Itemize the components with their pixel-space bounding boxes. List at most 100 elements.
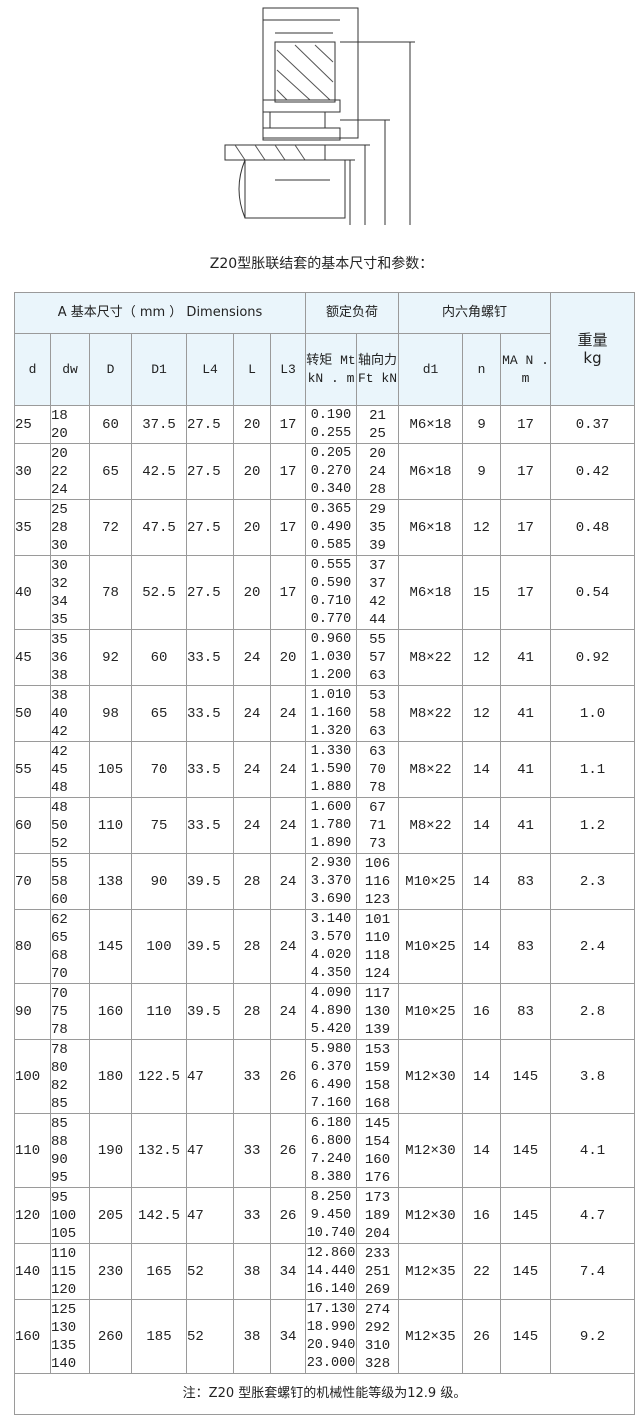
cell-d: 205	[89, 1187, 132, 1244]
cell-mt: 2.930 3.370 3.690	[305, 853, 357, 910]
cell-d: 80	[14, 909, 51, 984]
cell-l3: 24	[270, 909, 306, 984]
cell-l: 28	[233, 853, 271, 910]
column-header: MA N . m	[500, 333, 552, 406]
cell-l3: 17	[270, 499, 306, 556]
cell-l: 28	[233, 983, 271, 1040]
cell-l: 24	[233, 685, 271, 742]
cell-d: 72	[89, 499, 132, 556]
cell-d: 60	[14, 797, 51, 854]
cell-d: 45	[14, 629, 51, 686]
cell-n: 12	[462, 629, 502, 686]
cell-n: 12	[462, 685, 502, 742]
cell-ft: 37 37 42 44	[355, 555, 400, 630]
header-weight: 重量 kg	[550, 292, 636, 406]
cell-dw: 78 80 82 85	[50, 1039, 90, 1114]
cell-n: 26	[462, 1299, 502, 1374]
cell-d1: M10×25	[398, 853, 464, 910]
cell-l4: 33.5	[186, 629, 234, 686]
cell-n: 16	[462, 983, 502, 1040]
cell-kg: 9.2	[550, 1299, 636, 1374]
cell-d: 140	[14, 1243, 51, 1300]
column-header: d	[14, 333, 51, 406]
table-row: 30 20 22 24 65 42.5 27.5 20 17 0.205 0.270 0.340 20 2…	[14, 443, 636, 500]
cell-n: 14	[462, 741, 502, 798]
cell-ft: 106 116 123	[355, 853, 400, 910]
cell-n: 14	[462, 1113, 502, 1188]
cell-ma: 83	[500, 853, 552, 910]
table-row: 25 18 20 60 37.5 27.5 20 17 0.190 0.255 21 25 M6×18 9…	[14, 405, 636, 444]
cell-d: 230	[89, 1243, 132, 1300]
cell-l3: 24	[270, 741, 306, 798]
cell-d1: 142.5	[131, 1187, 187, 1244]
cell-kg: 0.54	[550, 555, 636, 630]
cell-l: 38	[233, 1243, 271, 1300]
cell-mt: 0.205 0.270 0.340	[305, 443, 357, 500]
cell-d1: M12×35	[398, 1243, 464, 1300]
column-header: n	[462, 333, 502, 406]
cell-d: 60	[89, 405, 132, 444]
column-header: d1	[398, 333, 464, 406]
cell-n: 14	[462, 1039, 502, 1114]
cell-l3: 17	[270, 555, 306, 630]
cell-d1: M8×22	[398, 741, 464, 798]
cell-d1: 60	[131, 629, 187, 686]
cell-dw: 25 28 30	[50, 499, 90, 556]
cell-dw: 55 58 60	[50, 853, 90, 910]
cell-ft: 55 57 63	[355, 629, 400, 686]
table-row: 80 62 65 68 70 145 100 39.5 28 24 3.140 3.570 4.020 4…	[14, 909, 636, 984]
cell-dw: 42 45 48	[50, 741, 90, 798]
cell-d1: M10×25	[398, 909, 464, 984]
cell-mt: 6.180 6.800 7.240 8.380	[305, 1113, 357, 1188]
cell-l3: 24	[270, 797, 306, 854]
cell-kg: 0.37	[550, 405, 636, 444]
cell-d1: M10×25	[398, 983, 464, 1040]
cell-l4: 47	[186, 1113, 234, 1188]
table-row: 140 110 115 120 230 165 52 38 34 12.860 14.440 16.1…	[14, 1243, 636, 1300]
table-row: 40 30 32 34 35 78 52.5 27.5 20 17 0.555 0.590 0.710 0…	[14, 555, 636, 630]
table-caption: Z20型胀联结套的基本尺寸和参数：	[209, 256, 434, 272]
cell-l4: 27.5	[186, 499, 234, 556]
table-note: 注：Z20 型胀套螺钉的机械性能等级为12.9 级。	[13, 1373, 636, 1415]
cell-kg: 4.7	[550, 1187, 636, 1244]
cell-ma: 83	[500, 983, 552, 1040]
cell-l: 33	[233, 1113, 271, 1188]
cell-d1: 100	[131, 909, 187, 984]
cell-dw: 125 130 135 140	[50, 1299, 90, 1374]
table-row: 45 35 36 38 92 60 33.5 24 20 0.960 1.030 1.200 55 57 6…	[14, 629, 636, 686]
cell-ma: 145	[500, 1113, 552, 1188]
cell-d: 190	[89, 1113, 132, 1188]
cell-d: 92	[89, 629, 132, 686]
cell-l4: 52	[186, 1299, 234, 1374]
cell-l4: 27.5	[186, 405, 234, 444]
cell-d: 160	[89, 983, 132, 1040]
cell-l3: 34	[270, 1243, 306, 1300]
cell-dw: 35 36 38	[50, 629, 90, 686]
cell-d1: M8×22	[398, 797, 464, 854]
column-header: dw	[50, 333, 90, 406]
cell-l: 24	[233, 797, 271, 854]
cell-ft: 101 110 118 124	[355, 909, 400, 984]
cell-d1: M8×22	[398, 629, 464, 686]
cell-kg: 1.0	[550, 685, 636, 742]
cell-d1: M6×18	[398, 405, 464, 444]
cell-ft: 21 25	[355, 405, 400, 444]
column-header: L	[233, 333, 271, 406]
cell-ft: 117 130 139	[355, 983, 400, 1040]
cell-l: 20	[233, 405, 271, 444]
cell-d1: 132.5	[131, 1113, 187, 1188]
cell-d: 160	[14, 1299, 51, 1374]
cell-d1: M12×30	[398, 1113, 464, 1188]
cell-kg: 2.8	[550, 983, 636, 1040]
cell-mt: 5.980 6.370 6.490 7.160	[305, 1039, 357, 1114]
cell-ma: 41	[500, 629, 552, 686]
cell-dw: 30 32 34 35	[50, 555, 90, 630]
cell-n: 12	[462, 499, 502, 556]
cell-d: 138	[89, 853, 132, 910]
cell-d: 145	[89, 909, 132, 984]
cell-mt: 0.960 1.030 1.200	[305, 629, 357, 686]
cell-dw: 70 75 78	[50, 983, 90, 1040]
cell-d: 260	[89, 1299, 132, 1374]
cell-d1: 165	[131, 1243, 187, 1300]
column-header: L3	[270, 333, 306, 406]
